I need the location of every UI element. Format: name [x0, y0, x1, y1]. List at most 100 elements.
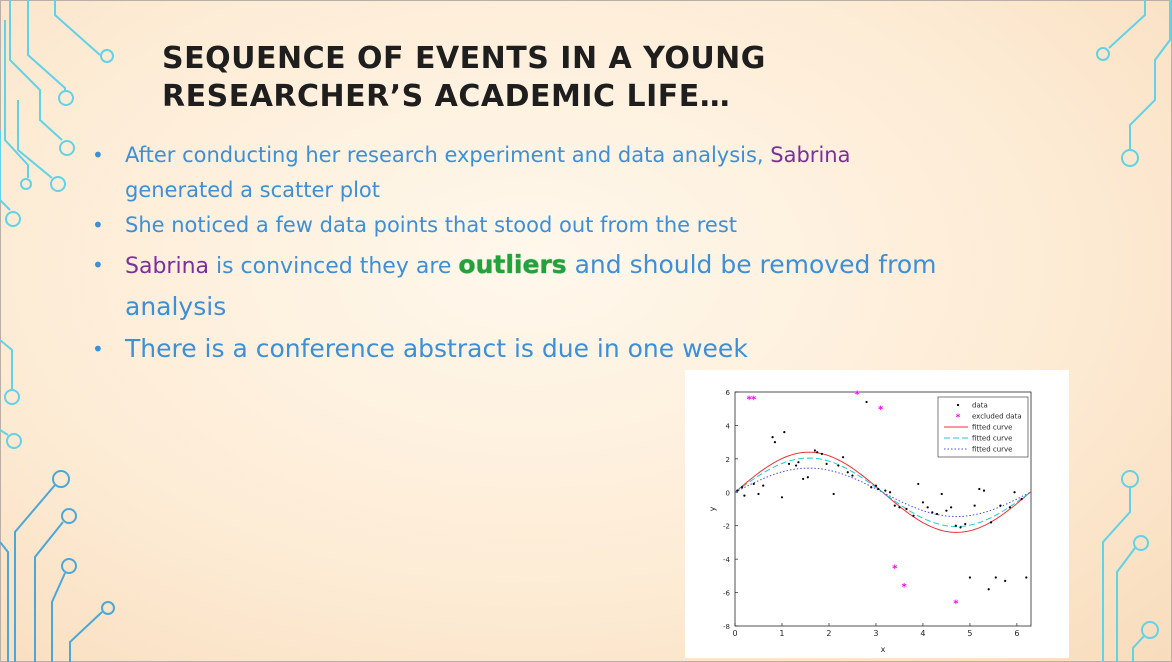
circuit-decoration-right-top: [1096, 0, 1171, 167]
data-point: [921, 501, 925, 504]
x-tick-label: 6: [1014, 629, 1019, 638]
data-point: [905, 507, 908, 511]
data-point: [802, 477, 805, 481]
bullet-item-1: • After conducting her research experime…: [92, 138, 1012, 208]
data-point: [820, 452, 824, 455]
scatter-plot-figure: 0 1 2 3 4 5 6 -8 -6 -4 -2 0 2 4 6 x y * * * * * * * data * exclude…: [685, 370, 1069, 658]
sabrina-name: Sabrina: [770, 143, 851, 167]
data-point: [846, 471, 849, 474]
y-tick-label: 4: [726, 422, 731, 430]
x-tick-label: 1: [779, 629, 784, 638]
fitted-curve-dashed: [734, 457, 1032, 527]
bullet-1-text-cont: generated a scatter plot: [125, 178, 380, 202]
y-tick-label: 6: [726, 389, 731, 397]
data-point: [982, 489, 986, 492]
data-point: [762, 484, 765, 487]
x-tick-label: 5: [967, 629, 972, 638]
excluded-point: *: [751, 395, 757, 406]
bullet-dot: •: [92, 213, 104, 237]
data-point: [1013, 491, 1016, 494]
data-point: [794, 464, 798, 467]
data-point: [959, 526, 962, 529]
data-point: [877, 487, 880, 491]
data-point: [797, 461, 800, 464]
x-tick-label: 4: [920, 629, 925, 638]
data-point: [917, 482, 920, 486]
data-point: [841, 456, 845, 459]
outliers-word: outliers: [458, 250, 567, 279]
data-point: [931, 511, 934, 514]
data-point: [752, 482, 755, 486]
data-point: [813, 449, 816, 452]
data-point: [874, 484, 878, 487]
data-point: [989, 521, 993, 524]
title-line-1: SEQUENCE OF EVENTS IN A YOUNG: [162, 41, 766, 76]
fitted-curve-dotted: [734, 467, 1032, 517]
bullet-item-4: • There is a conference abstract is due …: [92, 329, 1012, 369]
bullet-item-2: • She noticed a few data points that sto…: [92, 208, 1012, 243]
bullet-dot: •: [92, 143, 104, 167]
excluded-point: *: [953, 599, 959, 610]
data-point: [1008, 506, 1011, 509]
data-point: [832, 492, 835, 496]
data-point: [999, 504, 1002, 507]
data-point: [940, 492, 943, 496]
bullet-dot: •: [92, 337, 104, 361]
data-point: [787, 462, 791, 465]
bullet-2-text: She noticed a few data points that stood…: [125, 213, 738, 237]
excluded-point: *: [878, 405, 884, 416]
excluded-point: *: [902, 582, 908, 593]
x-tick-label: 2: [826, 629, 831, 638]
data-point: [935, 512, 939, 516]
x-tick-label: 3: [873, 629, 878, 638]
data-point: [816, 451, 819, 454]
y-tick-label: -6: [723, 590, 731, 598]
data-point: [771, 436, 774, 439]
legend-label: data: [972, 402, 988, 410]
data-point: [954, 524, 957, 527]
y-axis-label: y: [708, 506, 717, 511]
bullet-3-text-c: analysis: [125, 292, 227, 321]
data-point: [893, 504, 896, 507]
data-point: [968, 576, 972, 579]
data-point: [978, 487, 981, 491]
bullet-3-text-b: and should be removed from: [566, 250, 937, 279]
legend-label: fitted curve: [972, 446, 1013, 454]
circuit-decoration-left-bottom: [0, 470, 115, 662]
bullet-4-text: There is a conference abstract is due in…: [125, 334, 748, 363]
legend-marker-excluded: *: [956, 413, 961, 423]
data-point: [870, 486, 873, 489]
data-point: [825, 462, 828, 465]
y-tick-label: -8: [723, 623, 730, 631]
data-point: [912, 514, 915, 517]
data-point: [773, 441, 777, 444]
data-point: [973, 504, 976, 507]
legend-label: fitted curve: [972, 424, 1013, 432]
data-point: [950, 506, 953, 509]
legend-label: excluded data: [972, 413, 1022, 421]
x-axis-label: x: [881, 645, 886, 654]
bullet-list: • After conducting her research experime…: [92, 138, 1012, 369]
data-point: [780, 496, 784, 499]
data-point: [743, 494, 746, 497]
data-point: [740, 486, 744, 489]
bullet-1-text: After conducting her research experiment…: [125, 143, 771, 167]
excluded-point: *: [892, 564, 898, 575]
data-point: [898, 506, 901, 509]
y-tick-label: 0: [726, 489, 730, 497]
circuit-decoration-left-top: [0, 0, 114, 227]
data-point: [736, 489, 739, 492]
circuit-decoration-left-mid: [0, 340, 22, 449]
data-point: [837, 464, 840, 467]
excluded-point: *: [855, 390, 861, 401]
data-point: [926, 506, 929, 509]
bullet-item-3: • Sabrina is convinced they are outliers…: [92, 245, 1012, 329]
data-point: [757, 492, 760, 496]
y-tick-label: -4: [723, 556, 731, 564]
data-point: [945, 509, 948, 512]
data-point: [1020, 497, 1023, 501]
data-point: [964, 522, 967, 526]
excluded-point: *: [746, 395, 752, 406]
data-point: [994, 576, 997, 579]
bullet-dot: •: [92, 253, 104, 277]
